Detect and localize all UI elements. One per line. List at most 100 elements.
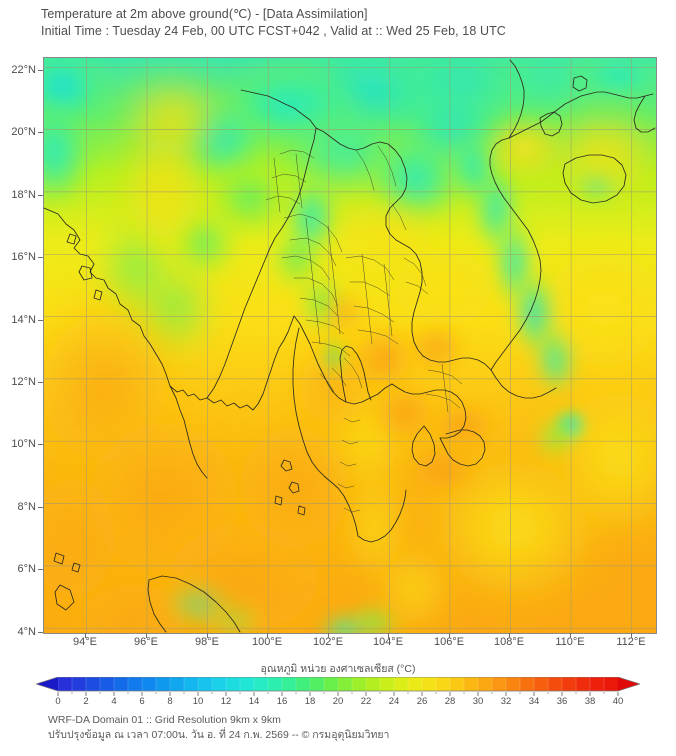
ytick-mark-22n (38, 70, 43, 71)
ytick-10n: 10°N (11, 438, 36, 450)
colorbar-band (58, 677, 73, 691)
colorbar-band (156, 677, 171, 691)
colorbar-band (254, 677, 269, 691)
footer-model-info: WRF-DA Domain 01 :: Grid Resolution 9km … (48, 714, 281, 726)
ytick-mark-6n (38, 569, 43, 570)
colorbar-band (72, 677, 87, 691)
colorbar-band (268, 677, 283, 691)
colorbar-tick-label: 6 (139, 696, 145, 707)
colorbar-gradient (36, 677, 640, 696)
xtick-106e: 106°E (433, 636, 465, 648)
colorbar-band (282, 677, 297, 691)
ytick-mark-18n (38, 195, 43, 196)
colorbar-band (604, 677, 619, 691)
colorbar-tick-label: 30 (472, 696, 484, 707)
footer-update-info: ปรับปรุงข้อมูล ณ เวลา 07:00น. วัน อ. ที่… (48, 729, 390, 741)
colorbar-tick-label: 24 (388, 696, 400, 707)
colorbar-tick-label: 38 (584, 696, 596, 707)
colorbar-tick-label: 0 (55, 696, 61, 707)
xtick-100e: 100°E (251, 636, 283, 648)
colorbar-band (310, 677, 325, 691)
xtick-mark-110e (570, 633, 571, 638)
colorbar-band (394, 677, 409, 691)
colorbar-band (366, 677, 381, 691)
temperature-map (43, 57, 657, 634)
xtick-mark-96e (146, 633, 147, 638)
xtick-mark-98e (207, 633, 208, 638)
colorbar-tick-label: 36 (556, 696, 568, 707)
map-canvas (44, 58, 656, 633)
colorbar-band (170, 677, 185, 691)
colorbar-band (338, 677, 353, 691)
colorbar-band (296, 677, 311, 691)
chart-subtitle: Initial Time : Tuesday 24 Feb, 00 UTC FC… (41, 24, 506, 38)
footer-block: WRF-DA Domain 01 :: Grid Resolution 9km … (48, 713, 648, 743)
xtick-mark-94e (85, 633, 86, 638)
colorbar-band (100, 677, 115, 691)
colorbar-tick-label: 12 (220, 696, 232, 707)
xtick-110e: 110°E (555, 636, 585, 648)
xtick-mark-102e (328, 633, 329, 638)
map-coastlines (44, 59, 656, 633)
ytick-mark-4n (38, 632, 43, 633)
colorbar-tick-label: 18 (304, 696, 316, 707)
colorbar-band (450, 677, 465, 691)
ytick-8n: 8°N (17, 501, 36, 513)
xtick-104e: 104°E (372, 636, 404, 648)
colorbar-band (408, 677, 423, 691)
colorbar-tick-label: 8 (167, 696, 173, 707)
colorbar-band (226, 677, 241, 691)
ytick-mark-12n (38, 382, 43, 383)
colorbar-band (114, 677, 129, 691)
latitude-axis: 4°N 6°N 8°N 10°N 12°N 14°N 16°N 18°N 20°… (0, 0, 36, 756)
colorbar-under-arrow (36, 677, 58, 691)
colorbar-band (506, 677, 521, 691)
ytick-12n: 12°N (11, 376, 36, 388)
colorbar-band (464, 677, 479, 691)
colorbar-band (352, 677, 367, 691)
colorbar-tick-label: 26 (416, 696, 428, 707)
colorbar-band (548, 677, 563, 691)
xtick-102e: 102°E (312, 636, 344, 648)
colorbar-title: อุณหภูมิ หน่วย องศาเซลเซียส (°C) (260, 663, 416, 675)
xtick-mark-112e (631, 633, 632, 638)
colorbar-tick-label: 22 (360, 696, 372, 707)
ytick-mark-8n (38, 507, 43, 508)
ytick-22n: 22°N (11, 64, 36, 76)
colorbar-tick-label: 32 (500, 696, 512, 707)
ytick-18n: 18°N (11, 189, 36, 201)
ytick-14n: 14°N (11, 314, 36, 326)
ytick-4n: 4°N (17, 626, 36, 638)
colorbar-band (198, 677, 213, 691)
xtick-98e: 98°E (195, 636, 219, 648)
colorbar-band (520, 677, 535, 691)
ytick-mark-14n (38, 320, 43, 321)
ytick-mark-10n (38, 444, 43, 445)
chart-title-block: Temperature at 2m above ground(℃) - [Dat… (41, 6, 641, 40)
xtick-mark-108e (509, 633, 510, 638)
colorbar-band (478, 677, 493, 691)
ytick-16n: 16°N (11, 251, 36, 263)
colorbar-band (436, 677, 451, 691)
chart-title: Temperature at 2m above ground(℃) - [Dat… (41, 7, 368, 21)
colorbar-tick-label: 34 (528, 696, 540, 707)
map-gridlines (44, 58, 656, 633)
ytick-6n: 6°N (17, 563, 36, 575)
colorbar-tick-label: 28 (444, 696, 456, 707)
colorbar-tick-label: 10 (192, 696, 204, 707)
colorbar-band (128, 677, 143, 691)
colorbar-tick-label: 4 (111, 696, 117, 707)
colorbar-band (184, 677, 199, 691)
colorbar-band (576, 677, 591, 691)
colorbar-band (380, 677, 395, 691)
ytick-20n: 20°N (11, 126, 36, 138)
xtick-94e: 94°E (73, 636, 97, 648)
colorbar-band (590, 677, 605, 691)
ytick-mark-20n (38, 132, 43, 133)
colorbar-outline (36, 677, 640, 692)
warm-anomalies (44, 278, 504, 633)
colorbar-band (86, 677, 101, 691)
ytick-mark-16n (38, 257, 43, 258)
xtick-108e: 108°E (493, 636, 525, 648)
colorbar-tick-label: 16 (276, 696, 288, 707)
